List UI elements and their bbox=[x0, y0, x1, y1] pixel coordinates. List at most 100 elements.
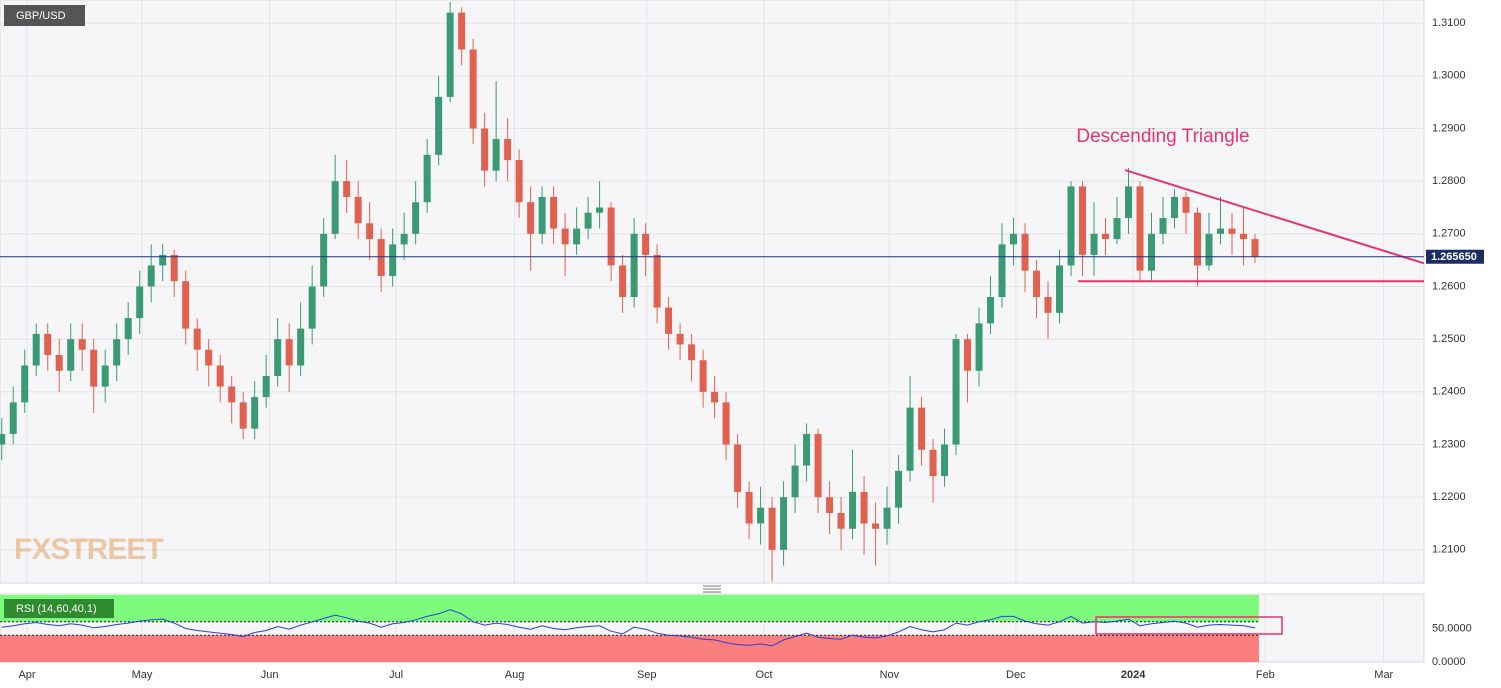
candle-body bbox=[320, 233, 328, 287]
candle-body bbox=[1067, 186, 1075, 266]
candle-body bbox=[699, 360, 707, 392]
chart-title: GBP/USD bbox=[16, 10, 66, 22]
candle-body bbox=[400, 233, 408, 245]
rsi-highlight bbox=[1095, 616, 1283, 635]
candle-body bbox=[1044, 297, 1052, 313]
y-tick-label: 1.2800 bbox=[1432, 175, 1466, 187]
last-price-label: 1.265650 bbox=[1431, 251, 1477, 263]
y-tick-label: 1.2900 bbox=[1432, 122, 1466, 134]
y-tick-label: 1.3100 bbox=[1432, 17, 1466, 29]
candle-body bbox=[205, 349, 213, 366]
price-layer bbox=[0, 2, 1425, 582]
candle-body bbox=[527, 202, 535, 234]
annotation: Descending Triangle bbox=[1076, 126, 1249, 147]
candle-body bbox=[32, 333, 40, 366]
candle-body bbox=[159, 254, 167, 266]
candle-body bbox=[1239, 233, 1247, 240]
y-tick-label: 50.0000 bbox=[1432, 622, 1472, 634]
rsi-title: RSI (14,60,40,1) bbox=[16, 603, 97, 615]
candle-body bbox=[216, 365, 224, 387]
candle-body bbox=[285, 339, 293, 366]
y-tick-label: 1.2400 bbox=[1432, 386, 1466, 398]
x-tick-label: Oct bbox=[755, 669, 772, 681]
candle-body bbox=[44, 333, 52, 355]
candle-body bbox=[768, 507, 776, 550]
watermark: FXSTREET bbox=[14, 533, 163, 566]
candle-body bbox=[998, 244, 1006, 298]
candle-body bbox=[642, 233, 650, 255]
candle-body bbox=[1170, 196, 1178, 219]
candle-body bbox=[906, 407, 914, 471]
candle-body bbox=[9, 402, 17, 434]
candle-body bbox=[412, 202, 420, 234]
candle-body bbox=[1113, 218, 1121, 240]
y-tick-label: 1.2300 bbox=[1432, 438, 1466, 450]
candle-body bbox=[297, 328, 305, 366]
rsi-layer bbox=[0, 595, 1259, 662]
candle-body bbox=[90, 349, 98, 387]
candle-body bbox=[182, 281, 190, 329]
candle-body bbox=[791, 465, 799, 498]
trendline bbox=[1124, 169, 1425, 265]
candle-body bbox=[274, 339, 282, 377]
x-tick-label: Jul bbox=[389, 669, 403, 681]
candle-body bbox=[101, 365, 109, 387]
candle-body bbox=[1021, 233, 1029, 271]
candle-body bbox=[987, 297, 995, 324]
candle-body bbox=[883, 507, 891, 529]
candle-body bbox=[803, 433, 811, 466]
candle-body bbox=[331, 181, 339, 234]
candle-body bbox=[538, 196, 546, 234]
candle-body bbox=[734, 444, 742, 492]
y-tick-label: 1.2600 bbox=[1432, 280, 1466, 292]
candle-body bbox=[814, 433, 822, 498]
candle-body bbox=[354, 196, 362, 224]
candle-body bbox=[964, 339, 972, 371]
candle-body bbox=[918, 407, 926, 450]
y-tick-label: 1.2700 bbox=[1432, 228, 1466, 240]
candle-body bbox=[147, 265, 155, 287]
candle-body bbox=[481, 128, 489, 171]
candle-body bbox=[170, 254, 178, 282]
candle-body bbox=[872, 523, 880, 529]
y-tick-label: 1.2100 bbox=[1432, 544, 1466, 556]
candle-body bbox=[515, 160, 523, 203]
candle-body bbox=[826, 497, 834, 513]
y-tick-label: 1.2200 bbox=[1432, 491, 1466, 503]
candle-body bbox=[343, 181, 351, 197]
candle-body bbox=[377, 239, 385, 276]
candle-body bbox=[1148, 233, 1156, 271]
last-price-box bbox=[1426, 249, 1484, 264]
candle-body bbox=[492, 139, 500, 171]
x-tick-label: May bbox=[132, 669, 153, 681]
candle-body bbox=[975, 323, 983, 371]
candle-body bbox=[1216, 228, 1224, 234]
candle-body bbox=[1205, 233, 1213, 266]
candle-body bbox=[780, 497, 788, 550]
x-tick-label: Nov bbox=[880, 669, 900, 681]
candle-body bbox=[389, 244, 397, 276]
x-tick-label: Jun bbox=[261, 669, 279, 681]
candle-body bbox=[251, 397, 259, 429]
x-tick-label: Mar bbox=[1374, 669, 1393, 681]
candle-body bbox=[113, 339, 121, 366]
candle-body bbox=[895, 470, 903, 508]
x-tick-label: Dec bbox=[1006, 669, 1026, 681]
overbought-band bbox=[0, 595, 1259, 622]
candle-body bbox=[136, 286, 144, 319]
candle-body bbox=[1056, 265, 1064, 313]
candle-body bbox=[860, 491, 868, 524]
candle-body bbox=[458, 12, 466, 50]
candle-body bbox=[952, 339, 960, 445]
candle-body bbox=[446, 12, 454, 97]
candle-body bbox=[665, 307, 673, 334]
candle-body bbox=[584, 212, 592, 229]
candle-body bbox=[688, 344, 696, 361]
candle-body bbox=[619, 265, 627, 298]
candle-body bbox=[1090, 233, 1098, 255]
candle-body bbox=[676, 333, 684, 345]
candle-body bbox=[1033, 270, 1041, 298]
candle-body bbox=[573, 228, 581, 245]
candle-body bbox=[561, 228, 569, 245]
